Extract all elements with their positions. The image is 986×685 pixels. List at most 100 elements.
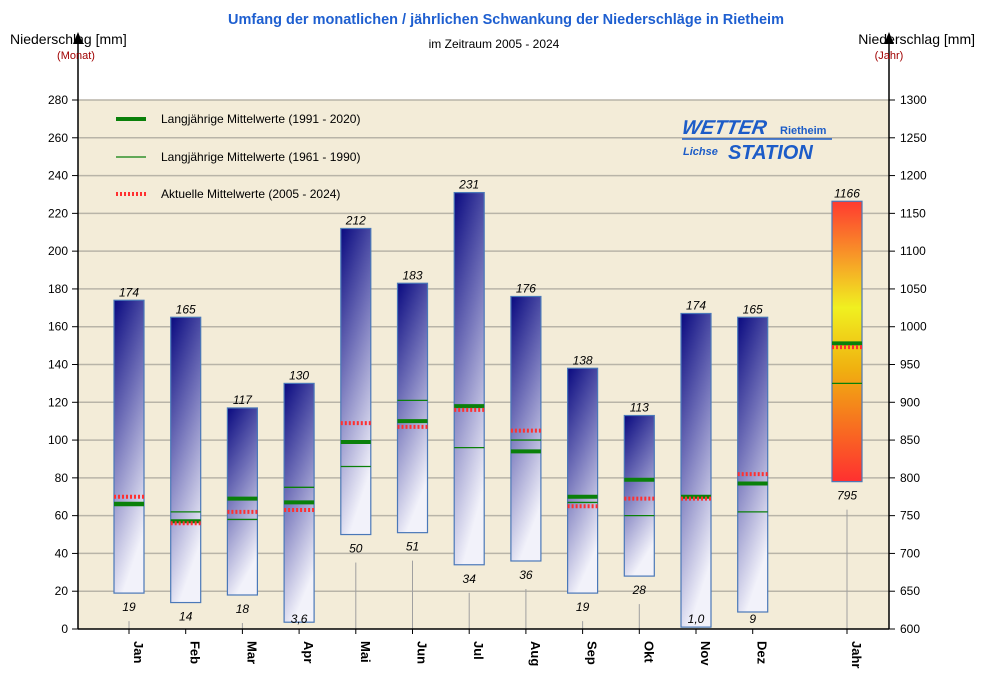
svg-text:STATION: STATION <box>728 142 813 164</box>
y-left-tick-label: 280 <box>48 93 68 107</box>
range-bar <box>623 414 655 577</box>
min-label: 9 <box>749 612 756 626</box>
bar-group-dez: 165 9 Dez <box>737 302 770 665</box>
y-left-tick-label: 120 <box>48 395 68 409</box>
y-right-tick-label: 1000 <box>900 320 927 334</box>
x-tick-label: Sep <box>585 641 600 665</box>
y-left-tick-label: 60 <box>55 509 69 523</box>
y-left-tick-label: 180 <box>48 282 68 296</box>
max-label: 176 <box>516 281 536 295</box>
y-right-sublabel: (Jahr) <box>875 50 904 62</box>
min-label: 795 <box>837 489 857 503</box>
legend-label-2005-2024: Aktuelle Mittelwerte (2005 - 2024) <box>161 187 340 201</box>
range-bar <box>680 312 712 628</box>
y-left-label: Niederschlag [mm] <box>10 31 127 47</box>
bar-group-mai: 212 50 Mai <box>340 213 373 663</box>
bar-group-apr: 130 3,6 Apr <box>283 368 316 663</box>
y-left-tick-label: 260 <box>48 131 68 145</box>
max-label: 113 <box>630 401 649 415</box>
y-left-tick-label: 200 <box>48 244 68 258</box>
max-label: 1166 <box>834 186 860 200</box>
range-bar <box>340 227 372 536</box>
range-bar <box>453 191 485 566</box>
max-label: 130 <box>289 368 309 382</box>
x-tick-label: Jahr <box>849 641 864 668</box>
bar-group-aug: 176 36 Aug <box>510 281 543 666</box>
y-right-tick-label: 1050 <box>900 282 927 296</box>
y-right-arrow <box>884 32 894 44</box>
y-left-tick-label: 0 <box>61 622 68 636</box>
bar-group-jun: 183 51 Jun <box>396 268 430 664</box>
max-label: 231 <box>458 178 479 192</box>
chart-title: Umfang der monatlichen / jährlichen Schw… <box>228 12 784 28</box>
y-right-tick-label: 1250 <box>900 131 927 145</box>
x-tick-label: Dez <box>755 641 770 665</box>
y-right-label: Niederschlag [mm] <box>858 31 975 47</box>
x-tick-label: Apr <box>301 641 316 663</box>
y-right-tick-label: 700 <box>900 546 920 560</box>
x-tick-label: Nov <box>698 641 713 666</box>
min-label: 34 <box>463 572 477 586</box>
legend-label-1961-1990: Langjährige Mittelwerte (1961 - 1990) <box>161 150 360 164</box>
logo: WETTER Rietheim Lichse STATION <box>680 117 832 164</box>
y-left-sublabel: (Monat) <box>57 50 95 62</box>
y-right-tick-label: 950 <box>900 358 920 372</box>
max-label: 138 <box>573 353 593 367</box>
max-label: 174 <box>119 285 139 299</box>
max-label: 117 <box>233 393 253 407</box>
y-left-tick-label: 160 <box>48 320 68 334</box>
y-right-tick-label: 1200 <box>900 169 927 183</box>
min-label: 1,0 <box>688 612 705 626</box>
svg-text:Rietheim: Rietheim <box>780 125 827 137</box>
min-label: 18 <box>236 602 250 616</box>
bar-group-mar: 117 18 Mar <box>226 393 259 664</box>
min-label: 28 <box>632 583 647 597</box>
max-label: 212 <box>345 213 366 227</box>
x-tick-label: Mar <box>244 641 259 664</box>
y-left-tick-label: 220 <box>48 206 68 220</box>
y-left-tick-label: 80 <box>55 471 69 485</box>
svg-text:WETTER: WETTER <box>680 117 769 139</box>
x-tick-label: Okt <box>641 641 656 663</box>
svg-text:Lichse: Lichse <box>683 146 718 158</box>
range-bar <box>396 282 429 534</box>
range-bar <box>170 316 202 604</box>
legend: Langjährige Mittelwerte (1991 - 2020) La… <box>116 112 360 201</box>
x-tick-label: Mai <box>358 641 373 663</box>
max-label: 174 <box>686 298 706 312</box>
bar-group-jul: 231 34 Jul <box>453 178 486 660</box>
range-bar <box>566 367 599 594</box>
min-label: 19 <box>122 600 136 614</box>
x-tick-label: Feb <box>188 641 203 664</box>
max-label: 165 <box>176 302 196 316</box>
bar-group-feb: 165 14 Feb <box>170 302 203 664</box>
y-right-tick-label: 900 <box>900 395 920 409</box>
y-right-tick-label: 850 <box>900 433 920 447</box>
y-left-tick-label: 140 <box>48 358 68 372</box>
bar-group-sep: 138 19 Sep <box>566 353 600 665</box>
max-label: 165 <box>743 302 763 316</box>
y-right-tick-label: 1100 <box>900 244 926 258</box>
bar-group-okt: 113 28 Okt <box>623 401 656 663</box>
y-right-tick-label: 750 <box>900 509 920 523</box>
bar-group-nov: 174 1,0 Nov <box>680 298 713 666</box>
bar-group-jan: 174 19 Jan <box>113 285 146 663</box>
range-bar <box>737 316 769 613</box>
min-label: 51 <box>406 540 419 554</box>
x-tick-label: Jan <box>131 641 146 663</box>
min-label: 50 <box>349 542 363 556</box>
y-right-tick-label: 650 <box>900 584 920 598</box>
range-bar <box>113 299 145 594</box>
y-left-arrow <box>73 32 83 44</box>
y-right-tick-label: 800 <box>900 471 920 485</box>
y-left-tick-label: 240 <box>48 169 68 183</box>
bar-group-jahr: 1166 795 Jahr <box>831 186 864 668</box>
x-tick-label: Aug <box>528 641 543 666</box>
y-left-tick-label: 40 <box>55 546 69 560</box>
min-label: 19 <box>576 600 590 614</box>
range-bar <box>226 407 258 596</box>
min-label: 36 <box>519 568 533 582</box>
min-label: 3,6 <box>291 612 308 626</box>
